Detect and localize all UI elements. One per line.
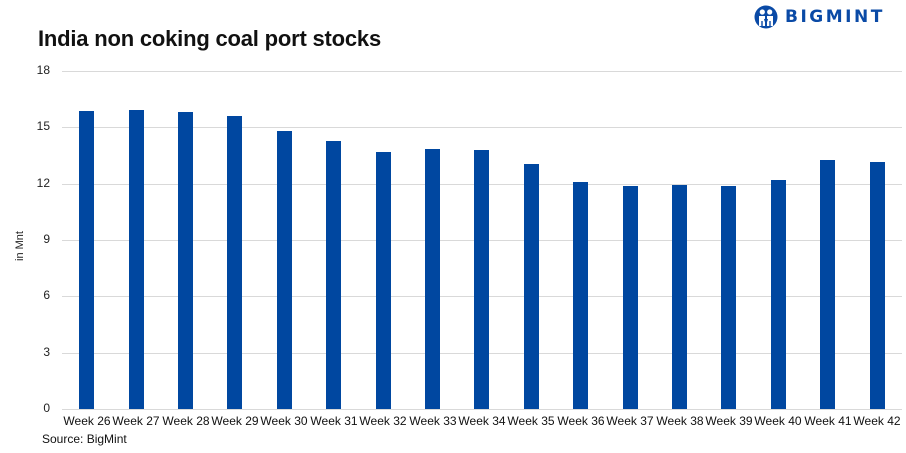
bigmint-logo: BIGMINT [754,4,885,30]
gridline [62,409,902,410]
bar[interactable] [79,111,94,409]
bar[interactable] [425,149,440,409]
y-axis-label: in Mnt [14,231,26,261]
y-tick-label: 9 [43,232,50,246]
x-tick-label: Week 39 [705,414,753,428]
y-tick-label: 12 [36,176,50,190]
x-tick-label: Week 33 [409,414,457,428]
x-tick-label: Week 31 [310,414,358,428]
bar[interactable] [227,116,242,409]
x-tick-label: Week 29 [211,414,259,428]
gridline [62,127,902,128]
bar[interactable] [870,162,885,409]
logo-wordmark: BIGMINT [785,7,885,27]
bar[interactable] [524,164,539,409]
bar[interactable] [721,186,736,409]
x-tick-label: Week 26 [63,414,111,428]
y-tick-label: 0 [43,401,50,415]
x-tick-label: Week 28 [162,414,210,428]
bar[interactable] [771,180,786,409]
bigmint-people-icon [754,5,778,29]
bar[interactable] [623,186,638,409]
source-note: Source: BigMint [42,432,127,446]
x-tick-label: Week 37 [606,414,654,428]
x-tick-label: Week 30 [260,414,308,428]
x-tick-label: Week 40 [754,414,802,428]
x-tick-label: Week 34 [458,414,506,428]
x-tick-label: Week 38 [656,414,704,428]
y-tick-label: 3 [43,345,50,359]
x-tick-label: Week 42 [853,414,901,428]
bar[interactable] [326,141,341,409]
x-tick-label: Week 32 [359,414,407,428]
bar[interactable] [474,150,489,409]
x-tick-label: Week 36 [557,414,605,428]
x-tick-label: Week 41 [804,414,852,428]
y-tick-label: 18 [36,63,50,77]
bar[interactable] [820,160,835,409]
y-tick-label: 15 [36,119,50,133]
bar[interactable] [178,112,193,409]
x-tick-label: Week 27 [112,414,160,428]
chart-title: India non coking coal port stocks [38,26,382,51]
bar[interactable] [129,110,144,409]
gridline [62,71,902,72]
bar[interactable] [672,185,687,409]
x-tick-label: Week 35 [507,414,555,428]
bar[interactable] [573,182,588,409]
bar[interactable] [376,152,391,409]
y-tick-label: 6 [43,288,50,302]
bar[interactable] [277,131,292,409]
